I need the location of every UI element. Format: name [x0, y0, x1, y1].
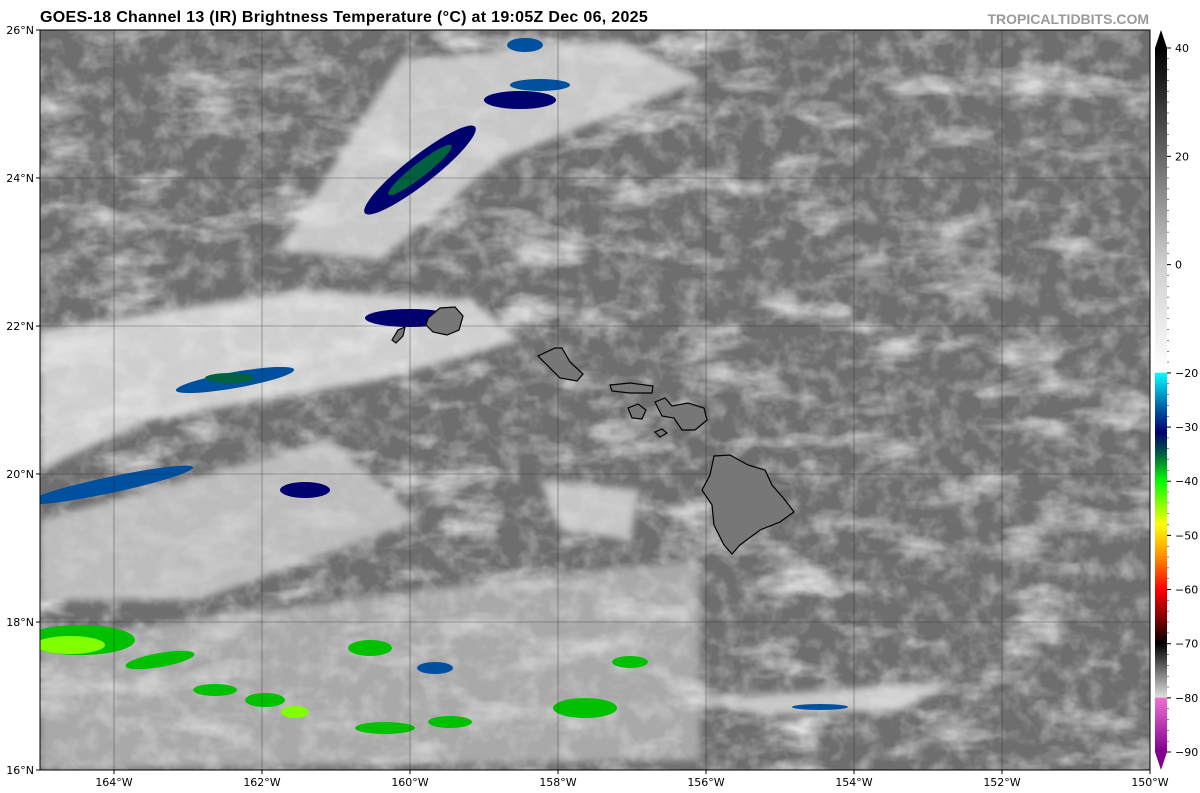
island-molokai: [609, 382, 654, 394]
colorbar-tick-label: 0: [1175, 259, 1182, 272]
lat-tick-label: 26°N: [6, 24, 34, 37]
lat-tick-label: 22°N: [6, 320, 34, 333]
lat-tick-label: 20°N: [6, 468, 34, 481]
lat-tick-label: 24°N: [6, 172, 34, 185]
lon-tick-label: 152°W: [983, 776, 1020, 789]
colorbar-min-arrow: [1155, 752, 1167, 770]
lon-tick-label: 158°W: [539, 776, 576, 789]
map-frame: [39, 29, 1151, 771]
island-lanai: [627, 403, 647, 420]
lon-tick-label: 150°W: [1131, 776, 1168, 789]
colorbar: 40 20 0 −20 −30 −40 −50 −60 −70 −80 −90: [1155, 30, 1198, 770]
colorbar-tick-label: 20: [1175, 150, 1189, 163]
lat-tick-label: 16°N: [6, 764, 34, 777]
island-maui: [654, 397, 708, 431]
hawaiian-islands: [391, 306, 795, 555]
lon-tick-label: 162°W: [243, 776, 280, 789]
colorbar-tick-label: −40: [1175, 475, 1198, 488]
colorbar-tick-label: −20: [1175, 367, 1198, 380]
map-title: GOES-18 Channel 13 (IR) Brightness Tempe…: [40, 9, 649, 26]
lon-tick-label: 154°W: [835, 776, 872, 789]
lon-tick-label: 164°W: [95, 776, 132, 789]
colorbar-tick-label: −70: [1175, 638, 1198, 651]
colorbar-tick-label: −30: [1175, 421, 1198, 434]
map-axes: 164°W 162°W 160°W 158°W 156°W 154°W 152°W 150°W…: [6, 24, 1169, 789]
island-hawaii: [701, 454, 795, 555]
colorbar-tick-label: 40: [1175, 42, 1189, 55]
colorbar-tick-label: −90: [1175, 746, 1198, 759]
colorbar-gradient: [1155, 48, 1167, 752]
island-kauai: [425, 306, 464, 336]
colorbar-tick-label: −60: [1175, 584, 1198, 597]
island-oahu: [536, 347, 584, 382]
brand-watermark: TROPICALTIDBITS.COM: [987, 11, 1149, 27]
colorbar-tick-label: −50: [1175, 529, 1198, 542]
lon-tick-label: 156°W: [687, 776, 724, 789]
island-kahoolawe: [653, 428, 669, 438]
lat-tick-label: 18°N: [6, 616, 34, 629]
colorbar-max-arrow: [1155, 30, 1167, 48]
lon-tick-label: 160°W: [391, 776, 428, 789]
island-niihau: [391, 325, 406, 344]
graticule: [40, 30, 1150, 770]
colorbar-tick-label: −80: [1175, 692, 1198, 705]
cold-cloud-tops: [40, 38, 848, 734]
